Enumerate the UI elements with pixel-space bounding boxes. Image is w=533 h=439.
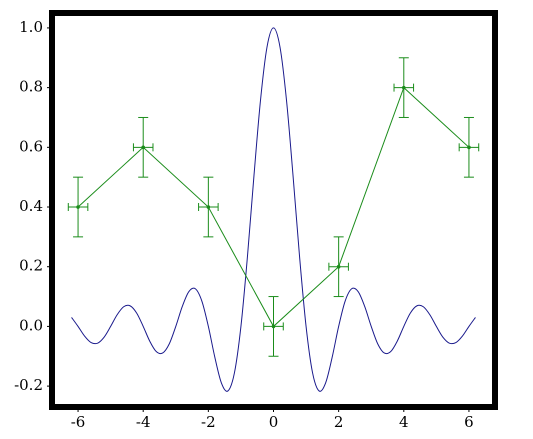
- point: [336, 264, 341, 269]
- y-tick-label: 0.0: [19, 316, 43, 334]
- x-tick-label: -2: [201, 413, 216, 431]
- point: [206, 205, 211, 209]
- x-tick-label: -6: [71, 413, 86, 431]
- y-tick-label: 0.4: [19, 197, 43, 215]
- x-tick-label: 4: [399, 413, 409, 431]
- point: [141, 145, 146, 150]
- y-tick-label: 0.2: [19, 257, 43, 275]
- series-line: [77, 86, 470, 328]
- series-line: [71, 27, 476, 392]
- point: [271, 324, 276, 329]
- y-tick-label: 0.6: [19, 137, 43, 155]
- plot-frame: [49, 10, 498, 410]
- x-tick-label: 2: [334, 413, 344, 431]
- point: [401, 85, 406, 90]
- y-tick-label: -0.2: [14, 376, 43, 394]
- point: [467, 145, 471, 150]
- x-tick-label: 0: [269, 413, 279, 431]
- y-tick-label: 1.0: [19, 18, 43, 36]
- x-tick-label: -4: [136, 413, 151, 431]
- x-tick-label: 6: [464, 413, 474, 431]
- point: [76, 205, 80, 209]
- y-tick-label: 0.8: [19, 78, 43, 96]
